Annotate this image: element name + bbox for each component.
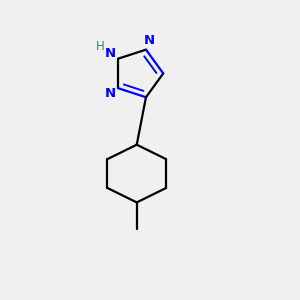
Text: N: N [143, 34, 155, 47]
Text: N: N [105, 87, 116, 100]
Text: H: H [96, 40, 105, 53]
Text: N: N [105, 47, 116, 60]
